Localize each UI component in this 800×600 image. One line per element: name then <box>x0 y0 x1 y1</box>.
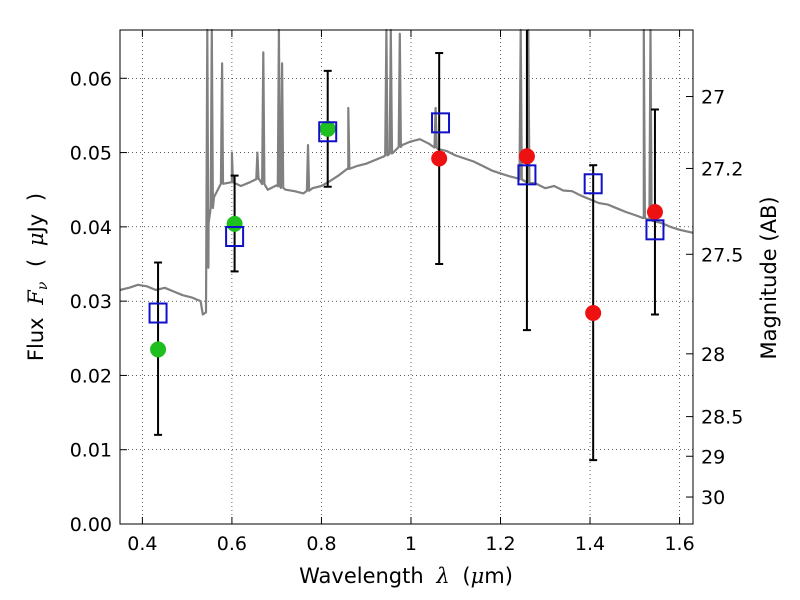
y-tick-label: 0.02 <box>70 365 112 387</box>
y-tick-label: 0.03 <box>70 291 112 313</box>
y-axis-ticks: 0.00 0.01 0.02 0.03 0.04 0.05 0.06 <box>70 68 127 536</box>
y-tick-label: 0.04 <box>70 217 112 239</box>
y2-tick-label: 27.2 <box>701 158 743 180</box>
x-axis-label-unit-mu: μ <box>471 564 485 588</box>
observed-point-green <box>319 120 336 137</box>
x-axis-label-unit-rest: m) <box>484 564 513 588</box>
model-spectrum-line <box>119 28 694 316</box>
observed-point-red <box>585 305 602 322</box>
y2-tick-label: 29 <box>701 446 725 468</box>
y-axis-label-unit-close: ) <box>24 193 48 201</box>
x-axis-label: Wavelength λ (μm) <box>299 564 513 588</box>
x-tick-label: 0.8 <box>306 533 336 555</box>
y2-axis-ticks: 27 27.2 27.5 28 28.5 29 30 <box>686 87 743 509</box>
x-tick-label: 0.6 <box>217 533 247 555</box>
model-photometry-square <box>148 302 168 324</box>
x-tick-label: 1.2 <box>485 533 515 555</box>
y-tick-label: 0.01 <box>70 440 112 462</box>
x-axis-label-unit-open: ( <box>462 564 470 588</box>
observed-point-green <box>226 215 243 232</box>
y2-tick-label: 28.5 <box>701 407 743 429</box>
y-axis-label-subscript: ν <box>35 281 51 290</box>
y-axis-label-unit-open: ( <box>24 259 48 267</box>
y2-tick-label: 28 <box>701 344 725 366</box>
plot-frame <box>119 29 694 525</box>
y2-axis-label: Magnitude (AB) <box>757 196 781 359</box>
x-tick-label: 1.4 <box>575 533 605 555</box>
markers-group <box>148 112 665 358</box>
x-axis-label-symbol: λ <box>435 564 449 588</box>
model-spectrum-group <box>119 28 694 316</box>
x-tick-label: 1.6 <box>664 533 694 555</box>
y2-tick-label: 27.5 <box>701 244 743 266</box>
observed-point-green <box>150 341 167 358</box>
y-axis-label-symbol: F <box>24 289 48 306</box>
model-photometry-square <box>517 164 537 186</box>
x-axis-ticks: 0.4 0.6 0.8 1 1.2 1.4 1.6 <box>127 30 695 555</box>
y-axis-label: Flux Fν ( μJy ) <box>24 193 52 361</box>
y-axis-label-text: Flux <box>24 317 48 361</box>
y2-tick-label: 30 <box>701 487 725 509</box>
observed-point-red <box>518 148 535 165</box>
model-photometry-square <box>431 112 451 134</box>
y-axis-label-unit-mu: μ <box>24 232 48 246</box>
x-axis-label-text: Wavelength <box>299 564 424 588</box>
y2-tick-label: 27 <box>701 87 725 109</box>
y-tick-label: 0.06 <box>70 68 112 90</box>
x-tick-label: 0.4 <box>127 533 157 555</box>
model-photometry-square <box>318 121 338 143</box>
y-tick-label: 0.05 <box>70 143 112 165</box>
observed-point-red <box>646 204 663 220</box>
model-photometry-square <box>225 226 245 248</box>
y-tick-label: 0.00 <box>70 514 112 536</box>
model-photometry-square <box>583 173 603 195</box>
observed-point-red <box>431 150 448 167</box>
model-photometry-square <box>645 219 665 241</box>
y-axis-label-unit-rest: Jy <box>24 214 48 235</box>
x-tick-label: 1 <box>405 533 417 555</box>
